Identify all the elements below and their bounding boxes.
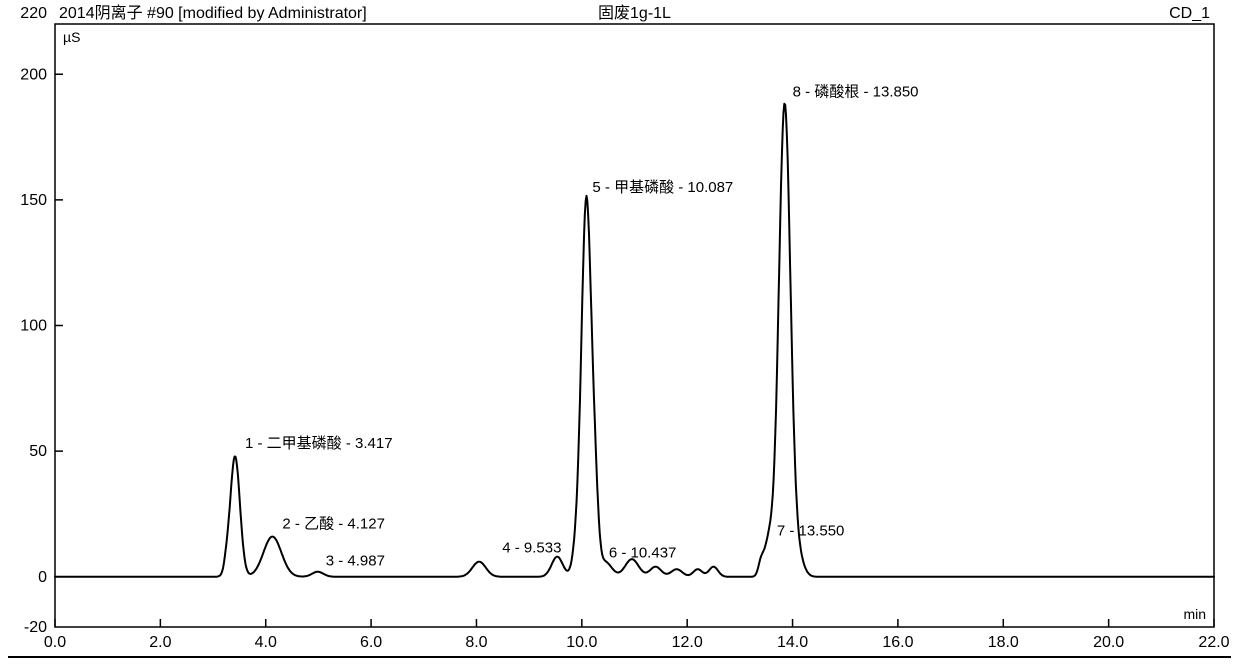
peak-label: 1 - 二甲基磷酸 - 3.417 <box>245 435 393 452</box>
peak-label: 7 - 13.550 <box>777 523 845 540</box>
peak-label: 2 - 乙酸 - 4.127 <box>282 516 385 533</box>
x-tick-label: 2.0 <box>149 634 171 651</box>
y-tick-label: 100 <box>20 318 47 335</box>
chart-svg: 2014阴离子 #90 [modified by Administrator] 固… <box>0 0 1239 667</box>
x-tick-label: 22.0 <box>1198 634 1229 651</box>
x-tick-label: 20.0 <box>1093 634 1124 651</box>
x-tick-label: 0.0 <box>44 634 66 651</box>
x-tick-label: 18.0 <box>988 634 1019 651</box>
x-tick-label: 6.0 <box>360 634 382 651</box>
y-tick-label: 0 <box>38 569 47 586</box>
chromatogram-chart: 2014阴离子 #90 [modified by Administrator] 固… <box>0 0 1239 667</box>
peak-label: 4 - 9.533 <box>502 540 561 557</box>
header-right: CD_1 <box>1169 5 1210 22</box>
x-tick-label: 16.0 <box>882 634 913 651</box>
header-left: 2014阴离子 #90 [modified by Administrator] <box>59 4 367 22</box>
peak-label: 8 - 磷酸根 - 13.850 <box>793 83 919 100</box>
x-tick-label: 8.0 <box>465 634 487 651</box>
x-tick-label: 14.0 <box>777 634 808 651</box>
x-tick-label: 12.0 <box>672 634 703 651</box>
x-tick-label: 10.0 <box>566 634 597 651</box>
peak-label: 3 - 4.987 <box>326 553 385 570</box>
chart-background <box>0 0 1239 667</box>
x-tick-label: 4.0 <box>255 634 277 651</box>
y-tick-label: 200 <box>20 66 47 83</box>
y-top-label: 220 <box>20 5 47 22</box>
y-unit-label: µS <box>63 29 80 45</box>
header-center: 固废1g-1L <box>598 4 671 22</box>
y-tick-label: 150 <box>20 192 47 209</box>
peak-label: 5 - 甲基磷酸 - 10.087 <box>592 179 733 196</box>
peak-label: 6 - 10.437 <box>609 545 677 562</box>
x-unit-label: min <box>1183 606 1206 622</box>
y-tick-label: 50 <box>29 443 47 460</box>
